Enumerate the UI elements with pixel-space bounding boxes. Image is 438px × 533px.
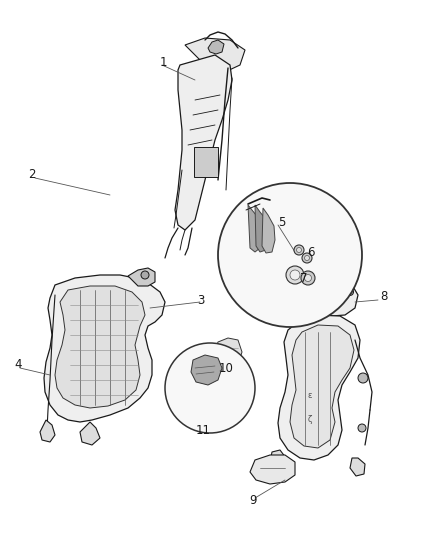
Circle shape (218, 183, 362, 327)
Polygon shape (55, 286, 145, 408)
Circle shape (294, 245, 304, 255)
Text: 9: 9 (249, 494, 257, 506)
Polygon shape (262, 208, 275, 253)
Text: 10: 10 (219, 361, 234, 375)
Polygon shape (250, 455, 295, 484)
Polygon shape (80, 422, 100, 445)
Circle shape (165, 343, 255, 433)
Circle shape (212, 371, 220, 379)
Circle shape (304, 255, 310, 261)
Circle shape (141, 271, 149, 279)
Polygon shape (255, 205, 270, 252)
Circle shape (286, 266, 304, 284)
Polygon shape (270, 450, 286, 470)
Polygon shape (290, 325, 354, 448)
Circle shape (304, 274, 311, 281)
Polygon shape (214, 338, 242, 372)
Text: ζ: ζ (308, 416, 312, 424)
Circle shape (290, 270, 300, 280)
Polygon shape (248, 205, 264, 252)
Polygon shape (175, 55, 232, 230)
Polygon shape (40, 420, 55, 442)
Circle shape (358, 424, 366, 432)
Polygon shape (208, 40, 224, 54)
Circle shape (301, 271, 315, 285)
Circle shape (331, 280, 339, 289)
Text: 2: 2 (28, 168, 35, 182)
Polygon shape (350, 458, 365, 476)
Text: 8: 8 (380, 290, 387, 303)
Text: 11: 11 (196, 424, 211, 437)
Circle shape (346, 288, 353, 295)
FancyBboxPatch shape (194, 147, 218, 177)
Text: 1: 1 (160, 55, 167, 69)
Polygon shape (185, 38, 245, 72)
Text: 5: 5 (278, 215, 286, 229)
Polygon shape (44, 275, 165, 422)
Polygon shape (128, 268, 155, 286)
Polygon shape (310, 280, 358, 316)
Text: 3: 3 (197, 294, 205, 306)
Polygon shape (278, 315, 360, 460)
Circle shape (358, 373, 368, 383)
Circle shape (297, 247, 301, 253)
Polygon shape (191, 355, 222, 385)
Text: 4: 4 (14, 359, 21, 372)
Polygon shape (196, 405, 222, 432)
Text: 7: 7 (300, 271, 307, 285)
Circle shape (302, 253, 312, 263)
Text: ε: ε (308, 391, 312, 400)
Text: 6: 6 (307, 246, 314, 260)
